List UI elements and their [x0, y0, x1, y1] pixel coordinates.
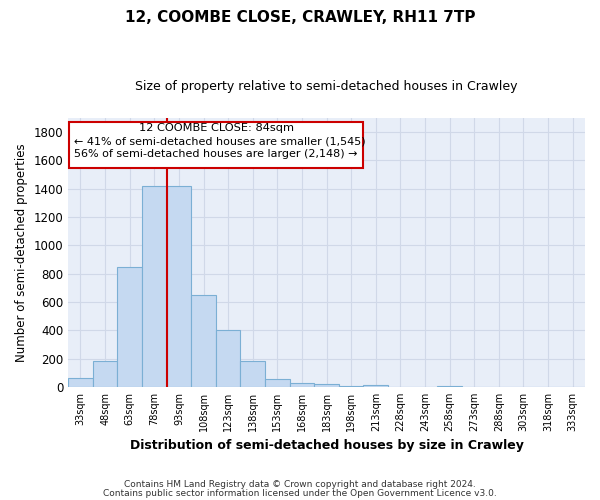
Bar	[216, 330, 241, 387]
FancyBboxPatch shape	[68, 122, 364, 168]
Text: 12, COOMBE CLOSE, CRAWLEY, RH11 7TP: 12, COOMBE CLOSE, CRAWLEY, RH11 7TP	[125, 10, 475, 25]
Bar	[118, 266, 142, 387]
Bar	[364, 385, 388, 387]
Text: ← 41% of semi-detached houses are smaller (1,545): ← 41% of semi-detached houses are smalle…	[74, 136, 365, 146]
Bar	[290, 382, 314, 387]
Bar	[314, 384, 339, 387]
Title: Size of property relative to semi-detached houses in Crawley: Size of property relative to semi-detach…	[136, 80, 518, 93]
Bar	[93, 360, 118, 387]
Bar	[68, 378, 93, 387]
Y-axis label: Number of semi-detached properties: Number of semi-detached properties	[15, 143, 28, 362]
Bar	[191, 295, 216, 387]
Bar	[142, 186, 167, 387]
Text: 12 COOMBE CLOSE: 84sqm: 12 COOMBE CLOSE: 84sqm	[139, 123, 293, 133]
Bar	[437, 386, 462, 387]
Bar	[265, 379, 290, 387]
Bar	[167, 186, 191, 387]
Bar	[241, 360, 265, 387]
X-axis label: Distribution of semi-detached houses by size in Crawley: Distribution of semi-detached houses by …	[130, 440, 524, 452]
Text: Contains HM Land Registry data © Crown copyright and database right 2024.: Contains HM Land Registry data © Crown c…	[124, 480, 476, 489]
Text: 56% of semi-detached houses are larger (2,148) →: 56% of semi-detached houses are larger (…	[74, 150, 357, 160]
Bar	[339, 386, 364, 387]
Text: Contains public sector information licensed under the Open Government Licence v3: Contains public sector information licen…	[103, 488, 497, 498]
